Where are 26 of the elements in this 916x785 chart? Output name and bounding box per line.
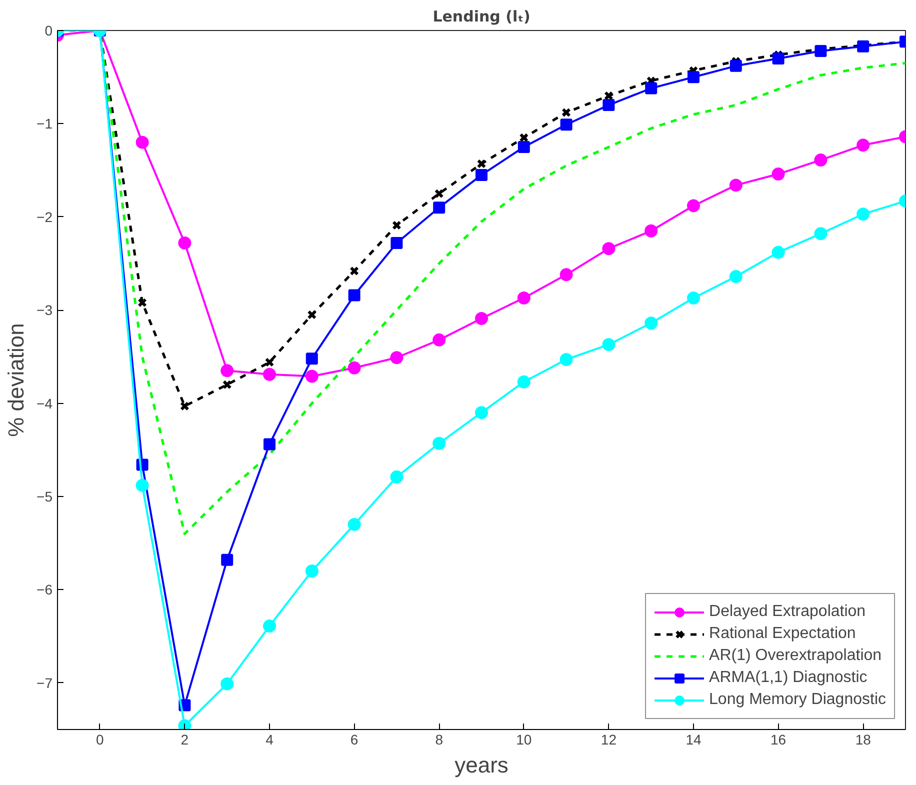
legend-label: AR(1) Overextrapolation [709,647,882,665]
legend-label: ARMA(1,1) Diagnostic [709,669,868,687]
x-tick-label: 6 [350,732,358,748]
x-tick-label: 10 [516,732,532,748]
legend-label: Rational Expectation [709,625,856,643]
legend-label: Long Memory Diagnostic [709,691,886,709]
legend-label: Delayed Extrapolation [709,603,866,621]
x-tick-label: 12 [600,732,617,748]
x-tick-label: 8 [435,732,444,748]
y-tick-label: −2 [36,208,53,225]
x-tick-label: 14 [686,732,702,748]
y-tick-label: −1 [36,116,53,132]
y-tick-label: −6 [36,582,53,598]
x-tick-label: 0 [96,732,104,748]
y-tick-label: −5 [36,488,53,504]
chart-title: Lending (lₜ) [432,8,530,26]
y-axis-title: % deviation [4,323,29,437]
x-tick-label: 16 [770,732,786,748]
x-tick-label: 2 [180,732,189,748]
y-tick-label: −7 [36,674,53,691]
x-tick-label: 4 [266,732,274,748]
y-tick-label: −3 [36,302,53,318]
y-tick-label: 0 [44,22,53,38]
x-tick-label: 18 [855,732,872,748]
y-tick-label: −4 [36,395,53,412]
x-axis-title: years [454,752,508,778]
